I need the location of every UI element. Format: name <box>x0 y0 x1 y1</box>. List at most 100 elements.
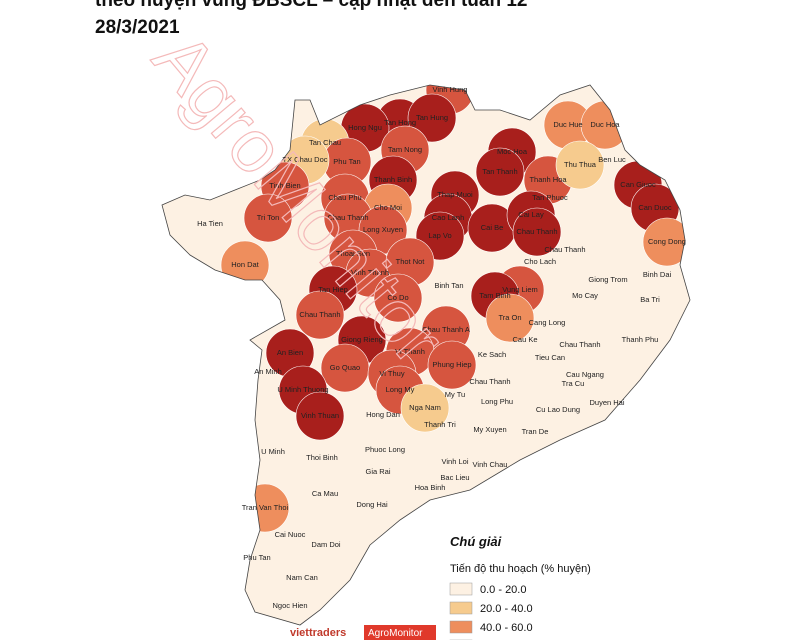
district-label: Duc Hoa <box>590 120 620 129</box>
logo-box <box>364 625 436 640</box>
district-label: Vinh Chau <box>473 460 508 469</box>
district-label: Thoi Binh <box>306 453 338 462</box>
district-area <box>555 140 605 190</box>
district-label: Chau Thanh <box>516 227 557 236</box>
district-label: Chau Thanh <box>469 377 510 386</box>
district-label: Can Duoc <box>638 203 672 212</box>
district-label: Tran De <box>522 427 549 436</box>
district-label: Cai Be <box>481 223 504 232</box>
district-label: My Tu <box>445 390 465 399</box>
district-label: Thu Thua <box>564 160 597 169</box>
district-label: Ke Sach <box>478 350 506 359</box>
district-label: Phuoc Long <box>365 445 405 454</box>
legend-label: 0.0 - 20.0 <box>480 584 526 596</box>
district-label: Tieu Can <box>535 353 565 362</box>
district-label: Gia Rai <box>365 467 390 476</box>
legend-subtitle: Tiến độ thu hoạch (% huyện) <box>450 563 591 575</box>
district-label: Cho Lach <box>524 257 556 266</box>
district-label: An Minh <box>254 367 282 376</box>
district-label: Thot Not <box>396 257 426 266</box>
district-area <box>295 391 345 441</box>
district-label: Vi Thuy <box>379 369 404 378</box>
district-label: Cai Lay <box>518 210 544 219</box>
district-label: Binh Dai <box>643 270 672 279</box>
logo: AgroMonitor <box>368 628 423 639</box>
land <box>162 85 690 625</box>
district-area <box>512 207 562 257</box>
district-area <box>243 193 293 243</box>
district-label: Tan Chau <box>309 138 341 147</box>
district-label: Cang Long <box>529 318 566 327</box>
district-label: Bac Lieu <box>440 473 469 482</box>
district-label: Chau Phu <box>328 193 361 202</box>
district-label: Thanh Tri <box>424 420 456 429</box>
district-label: Ca Mau <box>312 489 338 498</box>
district-label: Long My <box>386 385 415 394</box>
district-label: Cao Lanh <box>432 213 465 222</box>
district-label: Chau Thanh <box>327 213 368 222</box>
district-label: Tra Cu <box>562 379 585 388</box>
coastline <box>161 84 691 626</box>
legend-label: 20.0 - 40.0 <box>480 603 533 615</box>
legend-swatch <box>449 582 473 596</box>
district-area <box>373 273 423 323</box>
district-label: U Minh <box>261 447 285 456</box>
district-label: Hong Ngu <box>348 123 382 132</box>
district-label: Hong Dan <box>366 410 400 419</box>
district-label: Chau Thanh <box>299 310 340 319</box>
district-label: Mo Cay <box>572 291 598 300</box>
district-label: Giong Trom <box>588 275 627 284</box>
district-area <box>475 147 525 197</box>
district-label: Co Do <box>387 293 408 302</box>
district-label: Phu Tan <box>243 553 270 562</box>
district-label: Long Xuyen <box>363 225 403 234</box>
district-label: Thanh Hoa <box>529 175 567 184</box>
district-area <box>485 293 535 343</box>
district-label: Chau Thanh <box>544 245 585 254</box>
district-label: An Bien <box>277 348 303 357</box>
district-label: Go Quao <box>330 363 360 372</box>
district-label: Tra On <box>498 313 521 322</box>
district-label: Tinh Bien <box>269 181 300 190</box>
district-label: Nam Can <box>286 573 318 582</box>
district-label: Duc Hue <box>553 120 582 129</box>
district-label: Long Phu <box>481 397 513 406</box>
district-label: Cau Ngang <box>566 370 604 379</box>
district-label: Duyen Hai <box>589 398 624 407</box>
legend-title: Chú giải <box>450 534 502 549</box>
district-area <box>407 93 457 143</box>
district-label: Giong Rieng <box>341 335 383 344</box>
district-label: Tri Ton <box>257 213 280 222</box>
district-label: Thoai Son <box>336 249 370 258</box>
district-label: Thanh Binh <box>374 175 412 184</box>
legend-swatch <box>449 601 473 615</box>
district-label: Thanh Phu <box>622 335 659 344</box>
district-label: Tan Hiep <box>318 285 348 294</box>
district-label: Cong Dong <box>648 237 686 246</box>
legend-label: 40.0 - 60.0 <box>480 622 533 634</box>
district-label: Cho Moi <box>374 203 402 212</box>
legend-swatch <box>449 620 473 634</box>
district-area <box>295 290 345 340</box>
district-label: Vung Liem <box>502 285 538 294</box>
district-label: Ha Tien <box>197 219 223 228</box>
district-label: Lap Vo <box>428 231 451 240</box>
district-label: Dong Hai <box>356 500 388 509</box>
district-label: Can Giuoc <box>620 180 656 189</box>
district-area <box>642 217 690 267</box>
district-label: Ba Tri <box>640 295 660 304</box>
logo: viettraders <box>290 627 346 639</box>
district-area <box>400 383 450 433</box>
district-label: Tan Hong <box>384 118 416 127</box>
district-label: Hoa Binh <box>415 483 446 492</box>
district-label: Tam Nong <box>388 145 422 154</box>
district-area <box>427 340 477 390</box>
district-label: Chau Thanh <box>559 340 600 349</box>
title-line: theo huyện vùng ĐBSCL – cập nhật đến tuầ… <box>95 0 527 11</box>
district-label: Vinh Thuan <box>301 411 339 420</box>
district-label: Ben Luc <box>598 155 626 164</box>
district-label: Vi Thanh <box>395 347 425 356</box>
district-label: Thap Muoi <box>437 190 473 199</box>
